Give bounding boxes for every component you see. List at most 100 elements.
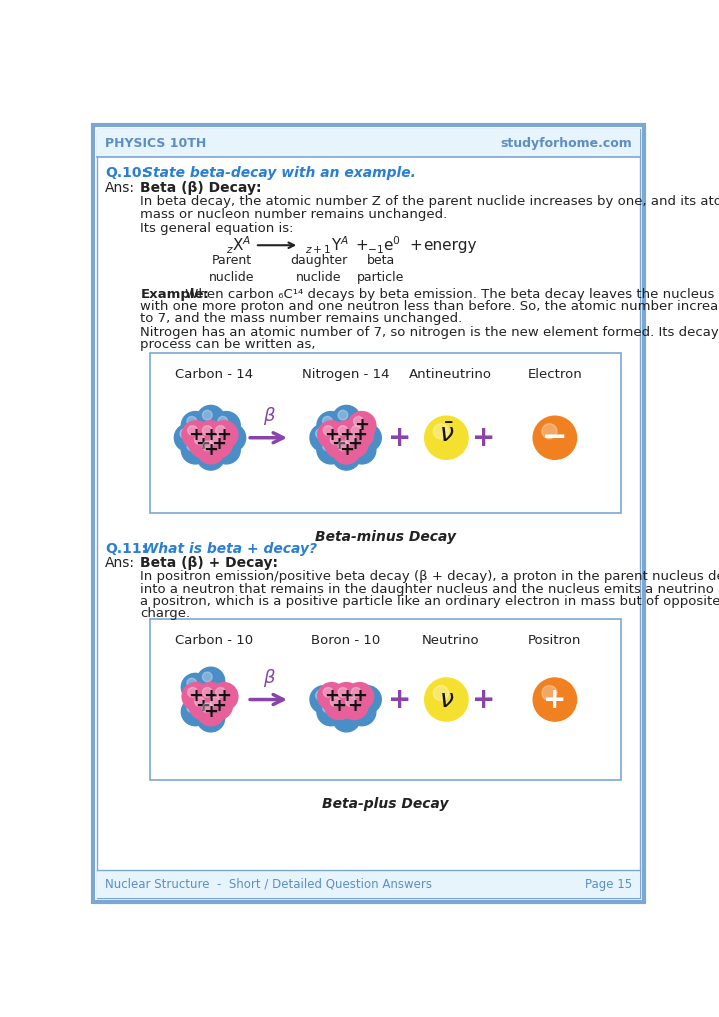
Circle shape: [203, 426, 212, 435]
Circle shape: [203, 672, 212, 681]
Circle shape: [180, 429, 190, 438]
Circle shape: [182, 682, 210, 710]
Text: mass or nucleon number remains unchanged.: mass or nucleon number remains unchanged…: [140, 207, 447, 221]
Circle shape: [310, 424, 338, 452]
Text: +: +: [203, 687, 219, 706]
Text: Carbon - 10: Carbon - 10: [175, 634, 253, 647]
Circle shape: [348, 436, 376, 464]
Text: +: +: [211, 697, 226, 715]
Circle shape: [218, 424, 246, 452]
Circle shape: [187, 703, 197, 713]
Circle shape: [348, 698, 376, 726]
FancyBboxPatch shape: [97, 129, 640, 898]
Text: +: +: [472, 685, 495, 714]
Text: $_{-1}$e$^0$: $_{-1}$e$^0$: [367, 235, 401, 256]
Text: +: +: [324, 687, 339, 706]
Circle shape: [323, 703, 332, 713]
Text: Positron: Positron: [528, 634, 582, 647]
Text: State beta-decay with an example.: State beta-decay with an example.: [142, 166, 416, 180]
Text: studyforhome.com: studyforhome.com: [500, 137, 633, 151]
Text: +: +: [211, 435, 226, 453]
Text: Page 15: Page 15: [585, 878, 633, 891]
Circle shape: [317, 698, 345, 726]
Circle shape: [332, 406, 360, 433]
Circle shape: [205, 430, 232, 458]
Text: Neutrino: Neutrino: [421, 634, 479, 647]
Circle shape: [353, 424, 381, 452]
Circle shape: [338, 410, 348, 420]
Circle shape: [224, 429, 233, 438]
Text: +: +: [188, 426, 203, 443]
Circle shape: [354, 703, 363, 713]
Circle shape: [317, 412, 345, 439]
Circle shape: [182, 421, 210, 448]
FancyBboxPatch shape: [150, 618, 620, 780]
Circle shape: [338, 687, 348, 697]
Circle shape: [354, 441, 363, 451]
Text: Example:: Example:: [140, 288, 209, 301]
Text: Ans:: Ans:: [106, 556, 135, 571]
Circle shape: [187, 441, 197, 451]
Circle shape: [197, 682, 225, 710]
Text: $\bar{\nu}$: $\bar{\nu}$: [439, 423, 454, 446]
Circle shape: [323, 441, 332, 451]
Circle shape: [434, 685, 449, 701]
Circle shape: [332, 704, 360, 732]
Circle shape: [210, 682, 238, 710]
Circle shape: [351, 426, 361, 435]
Circle shape: [203, 687, 212, 697]
Circle shape: [197, 406, 225, 433]
Text: Nitrogen - 14: Nitrogen - 14: [302, 368, 390, 381]
Circle shape: [324, 426, 333, 435]
Circle shape: [203, 441, 212, 451]
Circle shape: [188, 687, 198, 697]
Circle shape: [318, 421, 346, 448]
Text: +: +: [331, 435, 346, 453]
Circle shape: [346, 421, 374, 448]
Circle shape: [330, 435, 340, 444]
Text: into a neutron that remains in the daughter nucleus and the nucleus emits a neut: into a neutron that remains in the daugh…: [140, 583, 719, 596]
FancyBboxPatch shape: [97, 129, 640, 158]
Circle shape: [210, 435, 220, 444]
Circle shape: [346, 697, 355, 707]
Circle shape: [332, 421, 360, 448]
Text: +: +: [216, 687, 232, 706]
Circle shape: [197, 704, 225, 732]
Text: charge.: charge.: [140, 607, 191, 620]
Text: Q.11:: Q.11:: [106, 542, 147, 555]
FancyBboxPatch shape: [150, 353, 620, 514]
Text: to 7, and the mass number remains unchanged.: to 7, and the mass number remains unchan…: [140, 312, 462, 325]
Text: +: +: [203, 426, 219, 443]
Text: β: β: [262, 408, 274, 425]
Text: +: +: [203, 703, 219, 721]
Text: +: +: [352, 426, 367, 443]
Text: Carbon - 14: Carbon - 14: [175, 368, 253, 381]
Circle shape: [542, 685, 557, 701]
Circle shape: [174, 424, 202, 452]
Circle shape: [195, 697, 204, 707]
Circle shape: [338, 441, 348, 451]
Text: What is beta + decay?: What is beta + decay?: [142, 542, 316, 555]
Text: Q.10:: Q.10:: [106, 166, 147, 180]
Circle shape: [325, 692, 352, 720]
Text: $_z$X$^A$: $_z$X$^A$: [226, 235, 251, 256]
Circle shape: [197, 698, 225, 726]
Text: In positron emission/positive beta decay (β + decay), a proton in the parent nuc: In positron emission/positive beta decay…: [140, 571, 719, 583]
Circle shape: [332, 442, 360, 470]
Circle shape: [338, 426, 348, 435]
Circle shape: [181, 436, 209, 464]
Circle shape: [425, 678, 468, 721]
Circle shape: [197, 667, 225, 695]
Circle shape: [212, 412, 240, 439]
Circle shape: [203, 709, 212, 719]
Text: +: +: [352, 687, 367, 706]
Text: a positron, which is a positive particle like an ordinary electron in mass but o: a positron, which is a positive particle…: [140, 595, 719, 608]
Text: Ans:: Ans:: [106, 181, 135, 194]
Text: with one more proton and one neutron less than before. So, the atomic number inc: with one more proton and one neutron les…: [140, 300, 719, 313]
Text: +: +: [188, 687, 203, 706]
Text: +: +: [331, 697, 346, 715]
Circle shape: [210, 697, 220, 707]
Circle shape: [351, 687, 361, 697]
Text: +: +: [339, 426, 354, 443]
Circle shape: [218, 416, 228, 426]
